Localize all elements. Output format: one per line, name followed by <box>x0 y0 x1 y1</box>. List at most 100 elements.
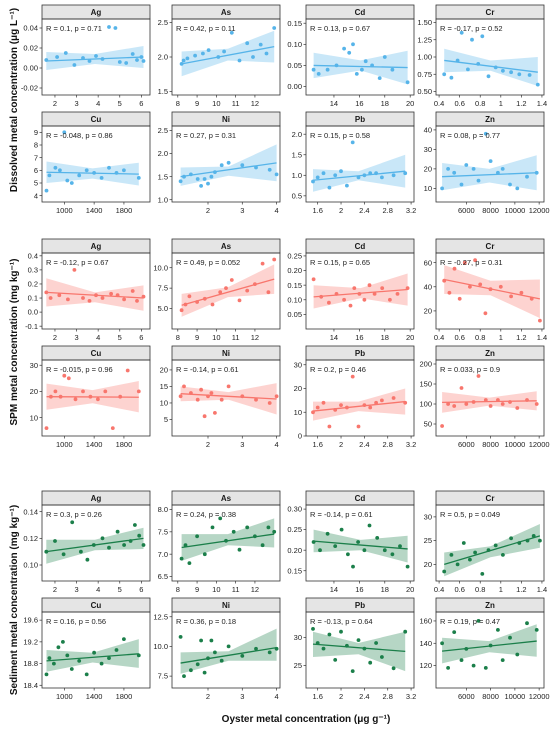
data-point <box>500 402 505 406</box>
y-tick-label: 1.0 <box>158 195 168 204</box>
data-point <box>509 294 513 299</box>
y-tick-label: 60 <box>424 258 432 267</box>
y-tick-label: 20 <box>424 164 432 173</box>
data-point <box>195 397 200 402</box>
data-point <box>508 635 512 640</box>
data-point <box>468 557 472 562</box>
panel-border <box>435 359 545 437</box>
confidence-band <box>313 631 406 672</box>
data-point <box>459 658 464 662</box>
data-point <box>53 165 58 170</box>
y-tick-label: 0.10 <box>287 295 302 304</box>
confidence-band <box>442 624 537 664</box>
data-point <box>100 536 105 541</box>
data-point <box>44 188 49 193</box>
data-point <box>44 290 49 295</box>
regression-line <box>46 396 139 398</box>
data-point <box>473 258 477 263</box>
panel-plot-area <box>44 130 141 193</box>
data-point <box>114 648 119 652</box>
data-point <box>333 658 338 662</box>
x-tick-label: 11 <box>232 333 240 342</box>
data-point <box>327 300 331 305</box>
y-tick-label: 30 <box>424 145 432 154</box>
data-point <box>47 656 52 660</box>
panel-spm-zn: Zn R = 0.033, p = 0.9 50 100 150 200 6000 8000 1… <box>419 345 550 449</box>
row-title-spm: SPM metal concentration (mg kg⁻¹) <box>9 259 20 426</box>
data-point <box>476 619 481 623</box>
data-point <box>350 140 355 145</box>
panel-border <box>41 359 151 437</box>
data-point <box>403 171 408 176</box>
x-tick-label: 14 <box>330 333 338 342</box>
data-point <box>178 394 183 399</box>
data-point <box>245 525 250 530</box>
x-tick-label: 2 <box>206 440 210 449</box>
y-tick-label: 7 <box>34 153 38 162</box>
x-tick-label: 14 <box>330 99 338 108</box>
x-tick-label: 10 <box>212 99 220 108</box>
x-tick-label: 2.8 <box>383 440 393 449</box>
confidence-band <box>313 273 408 309</box>
data-point <box>141 59 146 63</box>
data-point <box>210 302 215 307</box>
data-point <box>525 174 529 179</box>
stat-annotation: R = -0.27, p = 0.31 <box>440 258 503 267</box>
data-point <box>356 424 361 429</box>
data-point <box>229 278 234 282</box>
x-tick-label: 1400 <box>86 692 103 701</box>
panel-plot-area <box>440 619 539 670</box>
data-point <box>325 67 330 72</box>
data-point <box>219 163 224 168</box>
data-point <box>493 543 498 548</box>
y-tick-label: 10.0 <box>153 642 168 651</box>
confidence-band <box>313 388 406 421</box>
data-point <box>339 169 343 174</box>
y-tick-label: 140 <box>419 639 432 648</box>
panel-sediment-pb: Pb R = -0.13, p = 0.64 25 30 1.6 2 2.4 2.8 3.2 <box>294 597 416 701</box>
data-point <box>189 668 193 673</box>
panel-dissolved-pb: Pb R = 0.15, p = 0.58 0.5 1.0 1.5 2.0 1.6 2 2.4 2… <box>292 111 416 215</box>
data-point <box>226 644 231 649</box>
panel-border <box>305 125 415 203</box>
panel-title: Cu <box>91 601 102 610</box>
panel-border <box>171 125 281 203</box>
data-point <box>79 549 83 554</box>
panel-border <box>41 125 151 203</box>
data-point <box>62 373 67 378</box>
data-point <box>405 564 410 569</box>
data-point <box>122 543 126 547</box>
y-tick-label: 4 <box>34 191 38 200</box>
panel-sediment-cr: Cr R = 0.5, p = 0.049 20 25 30 0.4 0.6 0.8 1 1.2 1… <box>424 490 547 594</box>
data-point <box>356 638 361 642</box>
x-tick-label: 10000 <box>504 440 525 449</box>
data-point <box>201 51 205 56</box>
stat-annotation: R = 0.36, p = 0.18 <box>176 617 236 626</box>
x-tick-label: 1400 <box>86 206 103 215</box>
panel-plot-area <box>311 523 410 569</box>
x-tick-label: 18 <box>381 99 389 108</box>
data-point <box>388 297 392 302</box>
data-point <box>63 51 68 55</box>
y-tick-label: 2.0 <box>158 53 168 62</box>
y-tick-label: 6.5 <box>158 572 168 581</box>
data-point <box>202 177 207 181</box>
regression-line <box>46 291 144 299</box>
panel-border <box>305 18 415 96</box>
data-point <box>476 374 481 378</box>
data-point <box>327 632 332 637</box>
data-point <box>81 296 85 300</box>
data-point <box>209 391 214 395</box>
x-tick-label: 0.4 <box>434 333 444 342</box>
data-point <box>218 290 223 295</box>
y-tick-label: 40 <box>424 125 432 134</box>
stat-annotation: R = 0.2, p = 0.46 <box>310 365 366 374</box>
confidence-band <box>181 30 275 77</box>
regression-line <box>46 537 144 553</box>
panel-plot-area <box>442 30 540 87</box>
data-point <box>187 294 192 299</box>
stat-annotation: R = 0.5, p = 0.049 <box>440 510 500 519</box>
data-point <box>226 384 231 389</box>
y-tick-label: 2.0 <box>292 130 302 139</box>
x-tick-label: 8 <box>176 585 180 594</box>
